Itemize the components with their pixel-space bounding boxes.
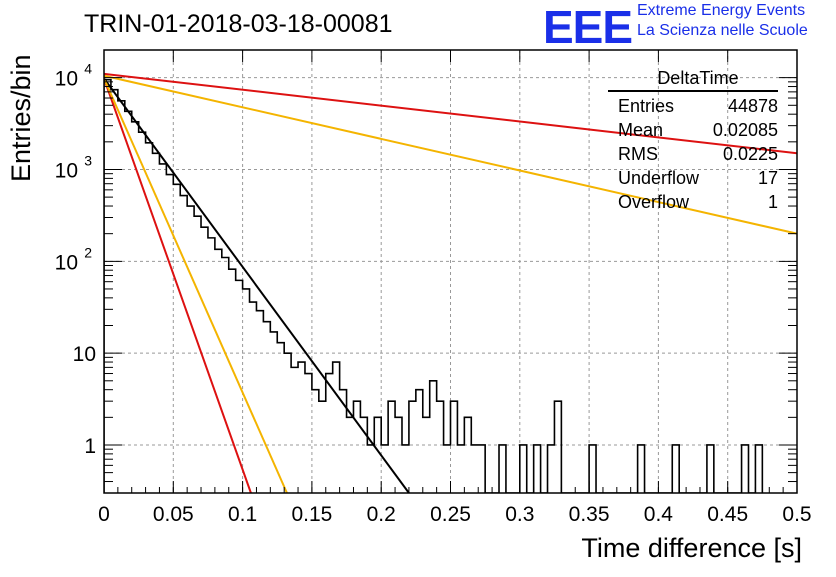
stats-value: 0.02085	[712, 120, 778, 140]
stats-label: Overflow	[618, 192, 690, 212]
stats-row: RMS 0.0225	[608, 143, 778, 167]
x-tick-label: 0.35	[569, 503, 610, 526]
x-tick-label: 0.4	[644, 503, 674, 526]
y-tick-label: 1	[84, 435, 96, 458]
stats-value: 44878	[727, 96, 778, 116]
x-tick-label: 0.25	[430, 503, 471, 526]
stats-value: 17	[757, 168, 778, 188]
y-tick-exponent: 3	[84, 152, 92, 168]
y-tick-label: 10	[55, 68, 78, 91]
eee-logo: EEE	[543, 1, 633, 53]
y-tick-exponent: 2	[84, 244, 92, 260]
stats-value: 0.0225	[722, 144, 778, 164]
x-tick-label: 0.5	[782, 503, 811, 526]
stats-value: 1	[767, 192, 778, 212]
x-tick-label: 0.05	[153, 503, 194, 526]
stats-label: Underflow	[618, 168, 700, 188]
histogram-series	[104, 78, 764, 493]
x-tick-label: 0.1	[228, 503, 257, 526]
x-tick-label: 0.45	[707, 503, 748, 526]
y-tick-label: 10	[73, 343, 96, 366]
stats-row: Overflow 1	[608, 191, 778, 215]
stats-row: Entries 44878	[608, 95, 778, 119]
stats-label: Mean	[618, 120, 664, 140]
stats-label: RMS	[618, 144, 658, 164]
fit-line	[104, 77, 410, 493]
y-tick-label: 10	[55, 159, 78, 182]
fit-line	[104, 78, 288, 493]
fit-line	[104, 72, 797, 155]
chart-title: TRIN-01-2018-03-18-00081	[84, 10, 393, 38]
y-tick-label: 10	[55, 251, 78, 274]
logo-line-2: La Scienza nelle Scuole	[637, 22, 808, 39]
stats-row: Underflow 17	[608, 167, 778, 191]
logo-line-1: Extreme Energy Events	[637, 2, 806, 19]
y-tick-exponent: 4	[84, 61, 92, 77]
y-axis-label: Entries/bin	[6, 54, 36, 182]
stats-box: DeltaTime Entries 44878 Mean 0.02085 RMS…	[608, 68, 778, 215]
stats-divider	[608, 90, 778, 92]
x-tick-label: 0.2	[367, 503, 396, 526]
fit-line	[104, 74, 797, 235]
x-tick-label: 0	[98, 503, 110, 526]
fit-line	[104, 78, 252, 493]
x-axis-label: Time difference [s]	[581, 533, 802, 563]
stats-title: DeltaTime	[657, 68, 739, 88]
stats-row: Mean 0.02085	[608, 119, 778, 143]
x-tick-label: 0.15	[291, 503, 332, 526]
stats-label: Entries	[618, 96, 675, 116]
x-tick-label: 0.3	[505, 503, 534, 526]
